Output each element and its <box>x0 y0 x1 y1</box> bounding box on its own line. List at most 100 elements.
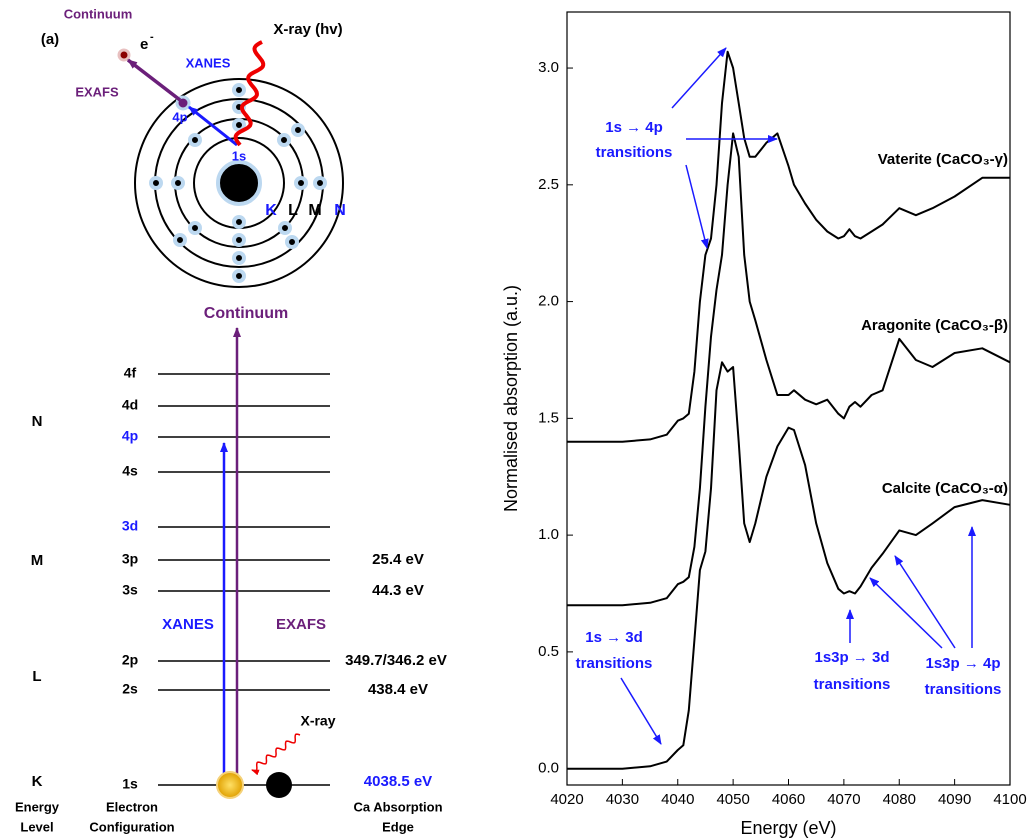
electron <box>232 83 246 97</box>
electron <box>232 233 246 247</box>
y-tick-label: 1.0 <box>538 526 559 543</box>
electron <box>278 221 292 235</box>
orbital-label: 4d <box>122 397 138 413</box>
x-tick-label: 4080 <box>883 791 916 808</box>
continuum-label: Continuum <box>64 6 133 21</box>
excited-electron <box>216 771 244 799</box>
annotation: transitions <box>925 681 1002 698</box>
electron <box>232 118 246 132</box>
electron <box>266 772 292 798</box>
footer-label: Electron <box>106 799 158 814</box>
xanes-label: XANES <box>186 55 231 70</box>
series-label: Calcite (CaCO₃-α) <box>882 480 1008 497</box>
electron <box>313 176 327 190</box>
annotation-arrow <box>671 47 727 109</box>
ejected-electron <box>117 48 131 62</box>
orbital-label: 2s <box>122 681 138 697</box>
x-tick-label: 4050 <box>716 791 749 808</box>
footer-label: Energy <box>15 799 60 814</box>
panel-label: (a) <box>41 31 59 48</box>
y-tick-label: 3.0 <box>538 59 559 76</box>
shell-label: M <box>308 202 321 219</box>
footer-label: Edge <box>382 819 414 834</box>
series-line <box>567 50 1010 443</box>
x-tick-label: 4070 <box>827 791 860 808</box>
electron-charge: - <box>150 31 154 43</box>
orbital-label: 4f <box>124 365 137 381</box>
annotation-arrow <box>620 677 662 745</box>
orbital-label: 3s <box>122 582 138 598</box>
exafs-label: EXAFS <box>276 616 326 633</box>
series-line <box>567 132 1011 607</box>
xanes-label: XANES <box>162 616 214 633</box>
electron <box>188 133 202 147</box>
electron <box>277 133 291 147</box>
electron <box>149 176 163 190</box>
orbital-label: 2p <box>122 652 138 668</box>
shell-label: K <box>265 202 277 219</box>
shell-label: L <box>32 668 41 685</box>
electron <box>294 176 308 190</box>
shell-label: M <box>31 552 44 569</box>
y-tick-label: 0.5 <box>538 643 559 660</box>
x-tick-label: 4100 <box>993 791 1026 808</box>
annotation-arrow <box>685 164 709 249</box>
x-tick-label: 4090 <box>938 791 971 808</box>
series-line <box>567 361 1011 770</box>
y-tick-label: 2.5 <box>538 176 559 193</box>
series-label: Aragonite (CaCO₃-β) <box>861 317 1008 334</box>
footer-label: Ca Absorption <box>353 799 442 814</box>
x-tick-label: 4060 <box>772 791 805 808</box>
y-tick-label: 0.0 <box>538 760 559 777</box>
edge-energy: 44.3 eV <box>372 582 424 599</box>
annotation: transitions <box>576 655 653 672</box>
xray-wave <box>251 733 301 776</box>
shell-label: K <box>32 773 43 790</box>
x-tick-label: 4040 <box>661 791 694 808</box>
annotation-arrow <box>894 555 956 649</box>
y-tick-label: 2.0 <box>538 293 559 310</box>
x-tick-label: 4020 <box>550 791 583 808</box>
footer-label: Configuration <box>89 819 174 834</box>
orbital-label: 3p <box>122 551 138 567</box>
xray-wave <box>233 40 266 147</box>
electron-label: e <box>140 36 148 53</box>
electron <box>188 221 202 235</box>
chart: 4020 4030 4040 4050 4060 4070 4080 4090 4100 0.0 0… <box>501 11 1027 838</box>
shell-label: N <box>334 202 346 219</box>
annotation: 1s3p → 4p <box>925 655 1000 672</box>
exafs-label: EXAFS <box>75 84 119 99</box>
xanes-arrow <box>188 105 238 147</box>
orbital-label: 3d <box>122 518 138 534</box>
electron <box>291 123 305 137</box>
annotation: transitions <box>814 676 891 693</box>
x-tick-label: 4030 <box>606 791 639 808</box>
electron <box>232 251 246 265</box>
electron <box>232 215 246 229</box>
annotation: 1s → 4p <box>605 119 663 136</box>
orbital-label: 4p <box>122 428 138 444</box>
xray-label: X-ray <box>300 713 335 729</box>
xray-label: X-ray (hv) <box>273 21 342 38</box>
shell-label: L <box>288 202 298 219</box>
orbital-label: 4s <box>122 463 138 479</box>
series-label: Vaterite (CaCO₃-γ) <box>878 151 1008 168</box>
shell-label: N <box>32 413 43 430</box>
x-axis-label: Energy (eV) <box>740 818 836 838</box>
orbital-label: 1s <box>232 148 246 163</box>
edge-energy: 4038.5 eV <box>364 773 432 790</box>
exafs-arrow <box>126 58 182 102</box>
electron <box>285 235 299 249</box>
electron <box>232 269 246 283</box>
nucleus <box>216 160 262 206</box>
shell-circle <box>134 78 344 288</box>
y-axis-label: Normalised absorption (a.u.) <box>501 285 521 512</box>
annotation: 1s → 3d <box>585 629 643 646</box>
annotation: transitions <box>596 144 673 161</box>
electron <box>173 233 187 247</box>
orbital-label: 4p <box>172 109 187 124</box>
continuum-label: Continuum <box>204 305 288 322</box>
annotation-arrow <box>869 577 943 649</box>
